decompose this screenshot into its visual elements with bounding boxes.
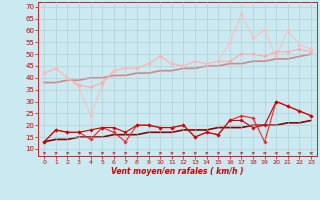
X-axis label: Vent moyen/en rafales ( km/h ): Vent moyen/en rafales ( km/h ) <box>111 167 244 176</box>
